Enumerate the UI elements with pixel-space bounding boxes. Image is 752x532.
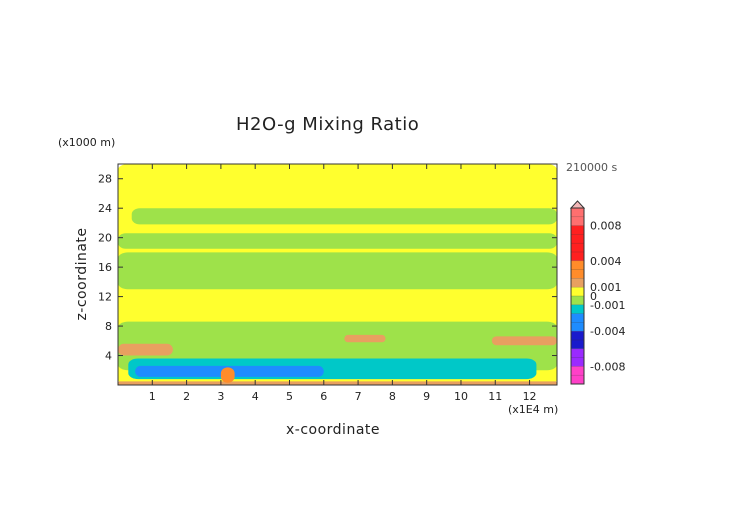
y-unit-label: (x1000 m) (58, 136, 116, 149)
colorbar-band (571, 304, 584, 314)
field-region (344, 334, 386, 343)
x-axis: 1 2 3 4 5 6 7 8 9 10 11 12 (149, 164, 537, 403)
colorbar-band (571, 296, 584, 305)
colorbar-band (571, 278, 584, 288)
colorbar-tick-label: 0.004 (590, 255, 622, 268)
x-tick-label: 6 (320, 390, 327, 403)
colorbar-tick-label: 0.008 (590, 220, 622, 233)
colorbar-tick-label: -0.001 (590, 299, 625, 312)
x-tick-label: 7 (355, 390, 362, 403)
y-tick-label: 8 (105, 320, 112, 333)
y-tick-label: 12 (98, 291, 112, 304)
field-region (118, 381, 557, 385)
field-region (220, 367, 235, 383)
colorbar-tick-label: -0.008 (590, 360, 625, 373)
colorbar-tick-label: -0.004 (590, 325, 625, 338)
colorbar-overflow-arrow (569, 200, 586, 209)
x-tick-label: 5 (286, 390, 293, 403)
x-tick-label: 3 (217, 390, 224, 403)
chart-title: H2O-g Mixing Ratio (236, 114, 420, 135)
field-region (118, 252, 557, 290)
x-tick-label: 2 (183, 390, 190, 403)
field-region (491, 336, 557, 346)
field-region (118, 343, 173, 356)
y-tick-label: 24 (98, 202, 112, 215)
plot-frame (117, 163, 558, 386)
field-region (131, 208, 557, 225)
colorbar-band (571, 287, 584, 296)
field-region (118, 321, 557, 371)
x-unit-label: (x1E4 m) (508, 403, 559, 416)
time-label: 210000 s (566, 161, 618, 174)
x-tick-label: 11 (488, 390, 502, 403)
y-axis-label: z-coordinate (74, 227, 90, 321)
colorbar-tick-label: 0 (590, 290, 597, 303)
y-tick-label: 4 (105, 350, 112, 363)
plot-area (118, 164, 557, 385)
x-axis-label: x-coordinate (286, 422, 381, 438)
y-tick-label: 28 (98, 173, 112, 186)
y-tick-label: 16 (98, 261, 112, 274)
x-tick-label: 10 (454, 390, 468, 403)
x-tick-label: 1 (149, 390, 156, 403)
colorbar-tick-label: 0.001 (590, 281, 622, 294)
x-tick-label: 8 (389, 390, 396, 403)
y-axis: 4 8 12 16 20 24 28 (98, 173, 557, 363)
x-tick-label: 4 (252, 390, 259, 403)
x-tick-label: 12 (523, 390, 537, 403)
field-region (118, 233, 557, 249)
x-tick-label: 9 (423, 390, 430, 403)
y-tick-label: 20 (98, 232, 112, 245)
